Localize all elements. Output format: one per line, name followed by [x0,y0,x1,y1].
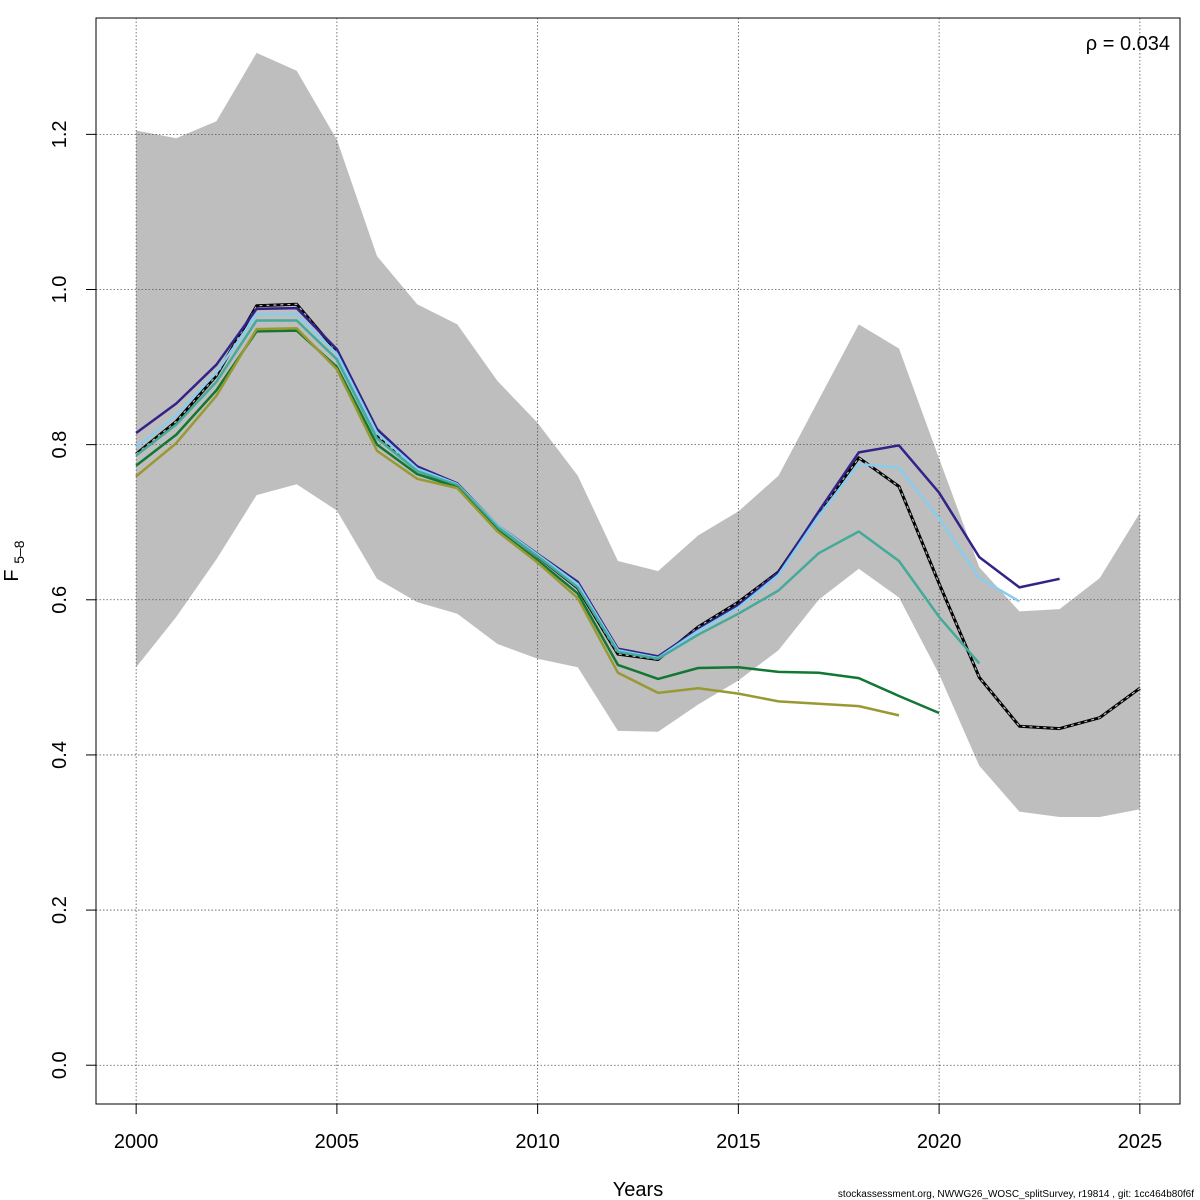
y-tick-label: 0.6 [49,586,71,614]
y-axis: 0.0 0.2 0.4 0.6 0.8 1.0 1.2 [49,120,96,1079]
x-axis: 2000 2005 2010 2015 2020 2025 [114,1104,1162,1153]
plot-frame [95,17,1181,1105]
y-tick-label: 0.4 [49,741,71,769]
series-line-2022 [135,319,981,665]
series-line-2021 [135,329,940,715]
y-tick-label: 0.0 [49,1051,71,1079]
y-axis-title: F 5–8 [1,540,27,581]
y-axis-title-subscript: 5–8 [11,540,27,564]
x-tick-label: 2020 [917,1131,962,1153]
x-axis-title: Years [613,1179,663,1200]
y-tick-label: 1.0 [49,276,71,304]
series-line-2023 [135,313,1021,660]
x-tick-label: 2010 [515,1131,560,1153]
series-line-2020 [135,327,900,717]
x-tick-label: 2005 [315,1131,360,1153]
rho-annotation: ρ = 0.034 [1086,33,1170,55]
x-tick-label: 2015 [716,1131,761,1153]
x-tick-label: 2000 [114,1131,159,1153]
y-tick-label: 0.2 [49,896,71,924]
y-tick-label: 1.2 [49,120,71,148]
footer-credit: stockassessment.org, NWWG26_WOSC_splitSu… [838,1189,1194,1200]
x-tick-label: 2025 [1118,1131,1163,1153]
series-layer [135,302,1141,731]
y-tick-label: 0.8 [49,431,71,459]
series-line-2025-dash [135,303,1141,730]
y-axis-title-main: F [1,569,23,581]
